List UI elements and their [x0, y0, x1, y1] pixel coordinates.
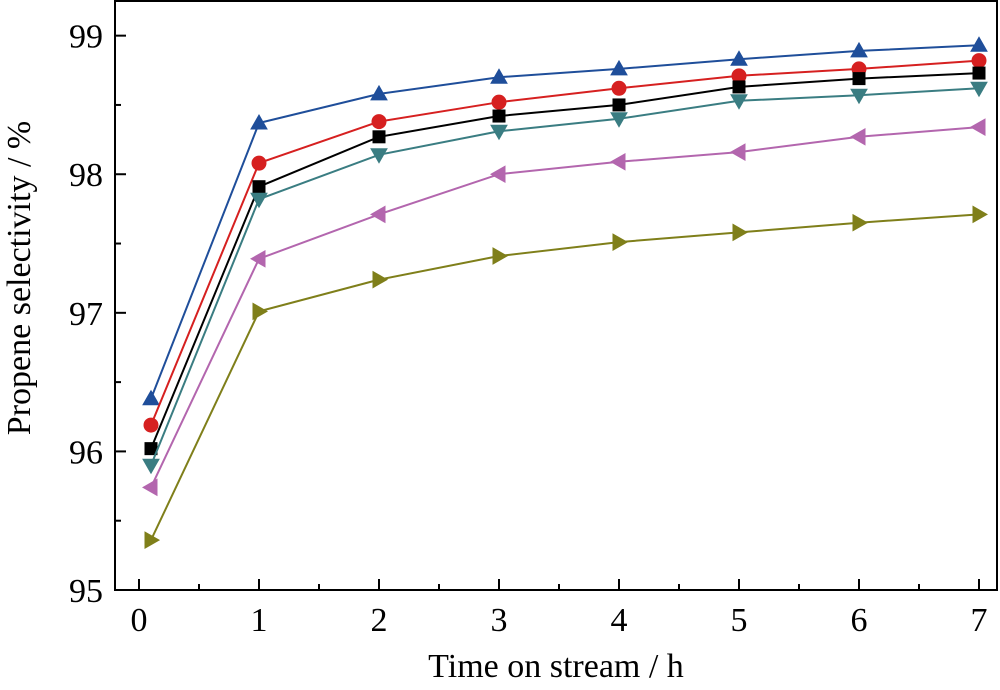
series-2-point-3 [371, 114, 387, 130]
series-1-point-1 [142, 389, 160, 406]
series-6-point-2 [252, 302, 269, 321]
series-3-square [144, 66, 986, 456]
series-4-line [150, 87, 980, 466]
series-3-point-4 [492, 109, 506, 123]
series-2-point-1 [143, 417, 159, 433]
series-4-point-4 [490, 124, 508, 141]
x-tick-label-7: 7 [971, 602, 988, 639]
series-5-point-4 [489, 165, 506, 184]
series-6-point-4 [492, 247, 509, 265]
series-3-point-3 [372, 130, 386, 144]
x-axis-title: Time on stream / h [428, 648, 684, 685]
y-tick-label-95: 95 [69, 573, 103, 610]
series-6-point-1 [144, 531, 161, 549]
series-1-point-8 [970, 36, 988, 52]
series-5-point-3 [369, 205, 386, 224]
series-1-point-6 [730, 50, 748, 66]
x-tick-label-5: 5 [731, 602, 748, 639]
series-4-point-3 [370, 148, 388, 164]
axes-layer [114, 0, 998, 591]
series-5-point-5 [609, 152, 626, 171]
series-5-point-8 [969, 118, 986, 136]
x-tick-label-2: 2 [371, 602, 388, 639]
y-axis-title: Propene selectivity / % [1, 121, 38, 435]
series-3-point-5 [612, 98, 626, 112]
y-tick-label-98: 98 [69, 157, 103, 194]
series-5-point-6 [729, 143, 746, 161]
x-tick-label-1: 1 [251, 602, 268, 639]
series-4-point-6 [730, 94, 748, 110]
series-4-triangle-down [142, 81, 988, 475]
series-6-point-5 [612, 233, 629, 251]
x-tick-label-4: 4 [611, 602, 628, 639]
series-2-point-8 [971, 53, 987, 69]
x-tick-label-3: 3 [491, 602, 508, 639]
plot-frame [114, 0, 998, 591]
series-5-point-1 [141, 478, 158, 497]
series-1-point-3 [370, 84, 388, 101]
series-4-point-2 [250, 192, 268, 209]
series-6-triangle-right [144, 205, 989, 549]
series-4-point-7 [850, 88, 868, 105]
series-2-line [150, 59, 980, 426]
series-1-line [150, 44, 980, 400]
series-3-point-8 [972, 66, 986, 80]
series-1-triangle-up [142, 36, 988, 406]
x-tick-label-0: 0 [131, 602, 148, 639]
series-6-point-7 [852, 213, 869, 232]
series-6-point-3 [372, 270, 389, 289]
series-6-point-6 [732, 223, 749, 242]
series-2-point-2 [251, 155, 267, 171]
series-3-point-2 [252, 180, 266, 194]
series-4-point-5 [610, 112, 628, 128]
series-1-point-5 [610, 59, 628, 76]
series-4-point-8 [970, 81, 988, 98]
y-tick-label-96: 96 [69, 434, 103, 471]
series-3-point-7 [852, 72, 866, 86]
y-tick-label-99: 99 [69, 19, 103, 56]
series-layer [141, 36, 989, 549]
series-5-point-7 [849, 127, 866, 146]
series-2-point-5 [611, 80, 627, 96]
series-5-triangle-left [141, 118, 986, 497]
series-3-line [150, 72, 980, 449]
x-tick-label-6: 6 [851, 602, 868, 639]
series-6-line [150, 213, 980, 541]
series-4-point-1 [142, 458, 160, 475]
series-5-point-2 [249, 249, 266, 268]
series-1-point-2 [250, 113, 268, 130]
series-1-point-4 [490, 68, 508, 84]
series-2-point-4 [491, 94, 507, 110]
series-5-line [150, 126, 980, 488]
y-tick-label-97: 97 [69, 296, 103, 333]
series-3-point-6 [732, 80, 746, 94]
series-1-point-7 [850, 41, 868, 58]
series-6-point-8 [972, 205, 989, 224]
labels-layer: 0 1 2 3 4 5 6 7 95 96 97 98 99 [69, 19, 988, 639]
